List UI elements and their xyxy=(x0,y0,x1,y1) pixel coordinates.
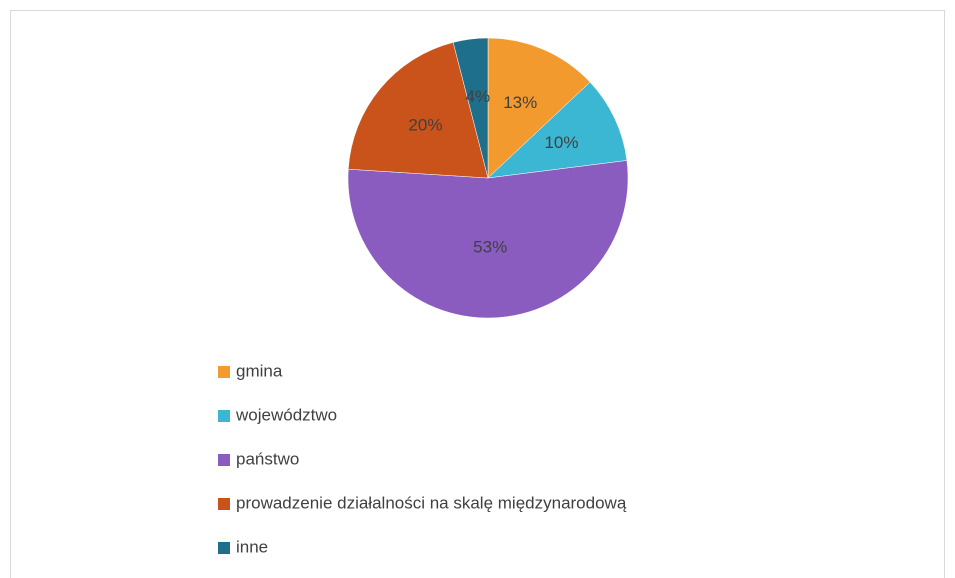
pie-slice xyxy=(452,37,489,179)
legend-label: prowadzenie działalności na skalę między… xyxy=(236,493,627,512)
data-label: 4% xyxy=(466,87,491,106)
legend-label: województwo xyxy=(235,405,337,424)
data-label: 20% xyxy=(408,116,442,135)
pie-slice xyxy=(348,42,489,179)
legend-label: gmina xyxy=(236,361,283,380)
data-label: 13% xyxy=(503,93,537,112)
legend-swatch xyxy=(218,542,230,554)
legend-swatch xyxy=(218,454,230,466)
legend-swatch xyxy=(218,410,230,422)
pie-slice xyxy=(487,37,591,179)
data-label: 10% xyxy=(544,133,578,152)
legend-label: państwo xyxy=(236,449,299,468)
data-label: 53% xyxy=(473,237,507,256)
pie-slice xyxy=(487,81,628,179)
legend-swatch xyxy=(218,366,230,378)
legend-swatch xyxy=(218,498,230,510)
pie-slice xyxy=(347,160,629,319)
legend-label: inne xyxy=(236,537,268,556)
